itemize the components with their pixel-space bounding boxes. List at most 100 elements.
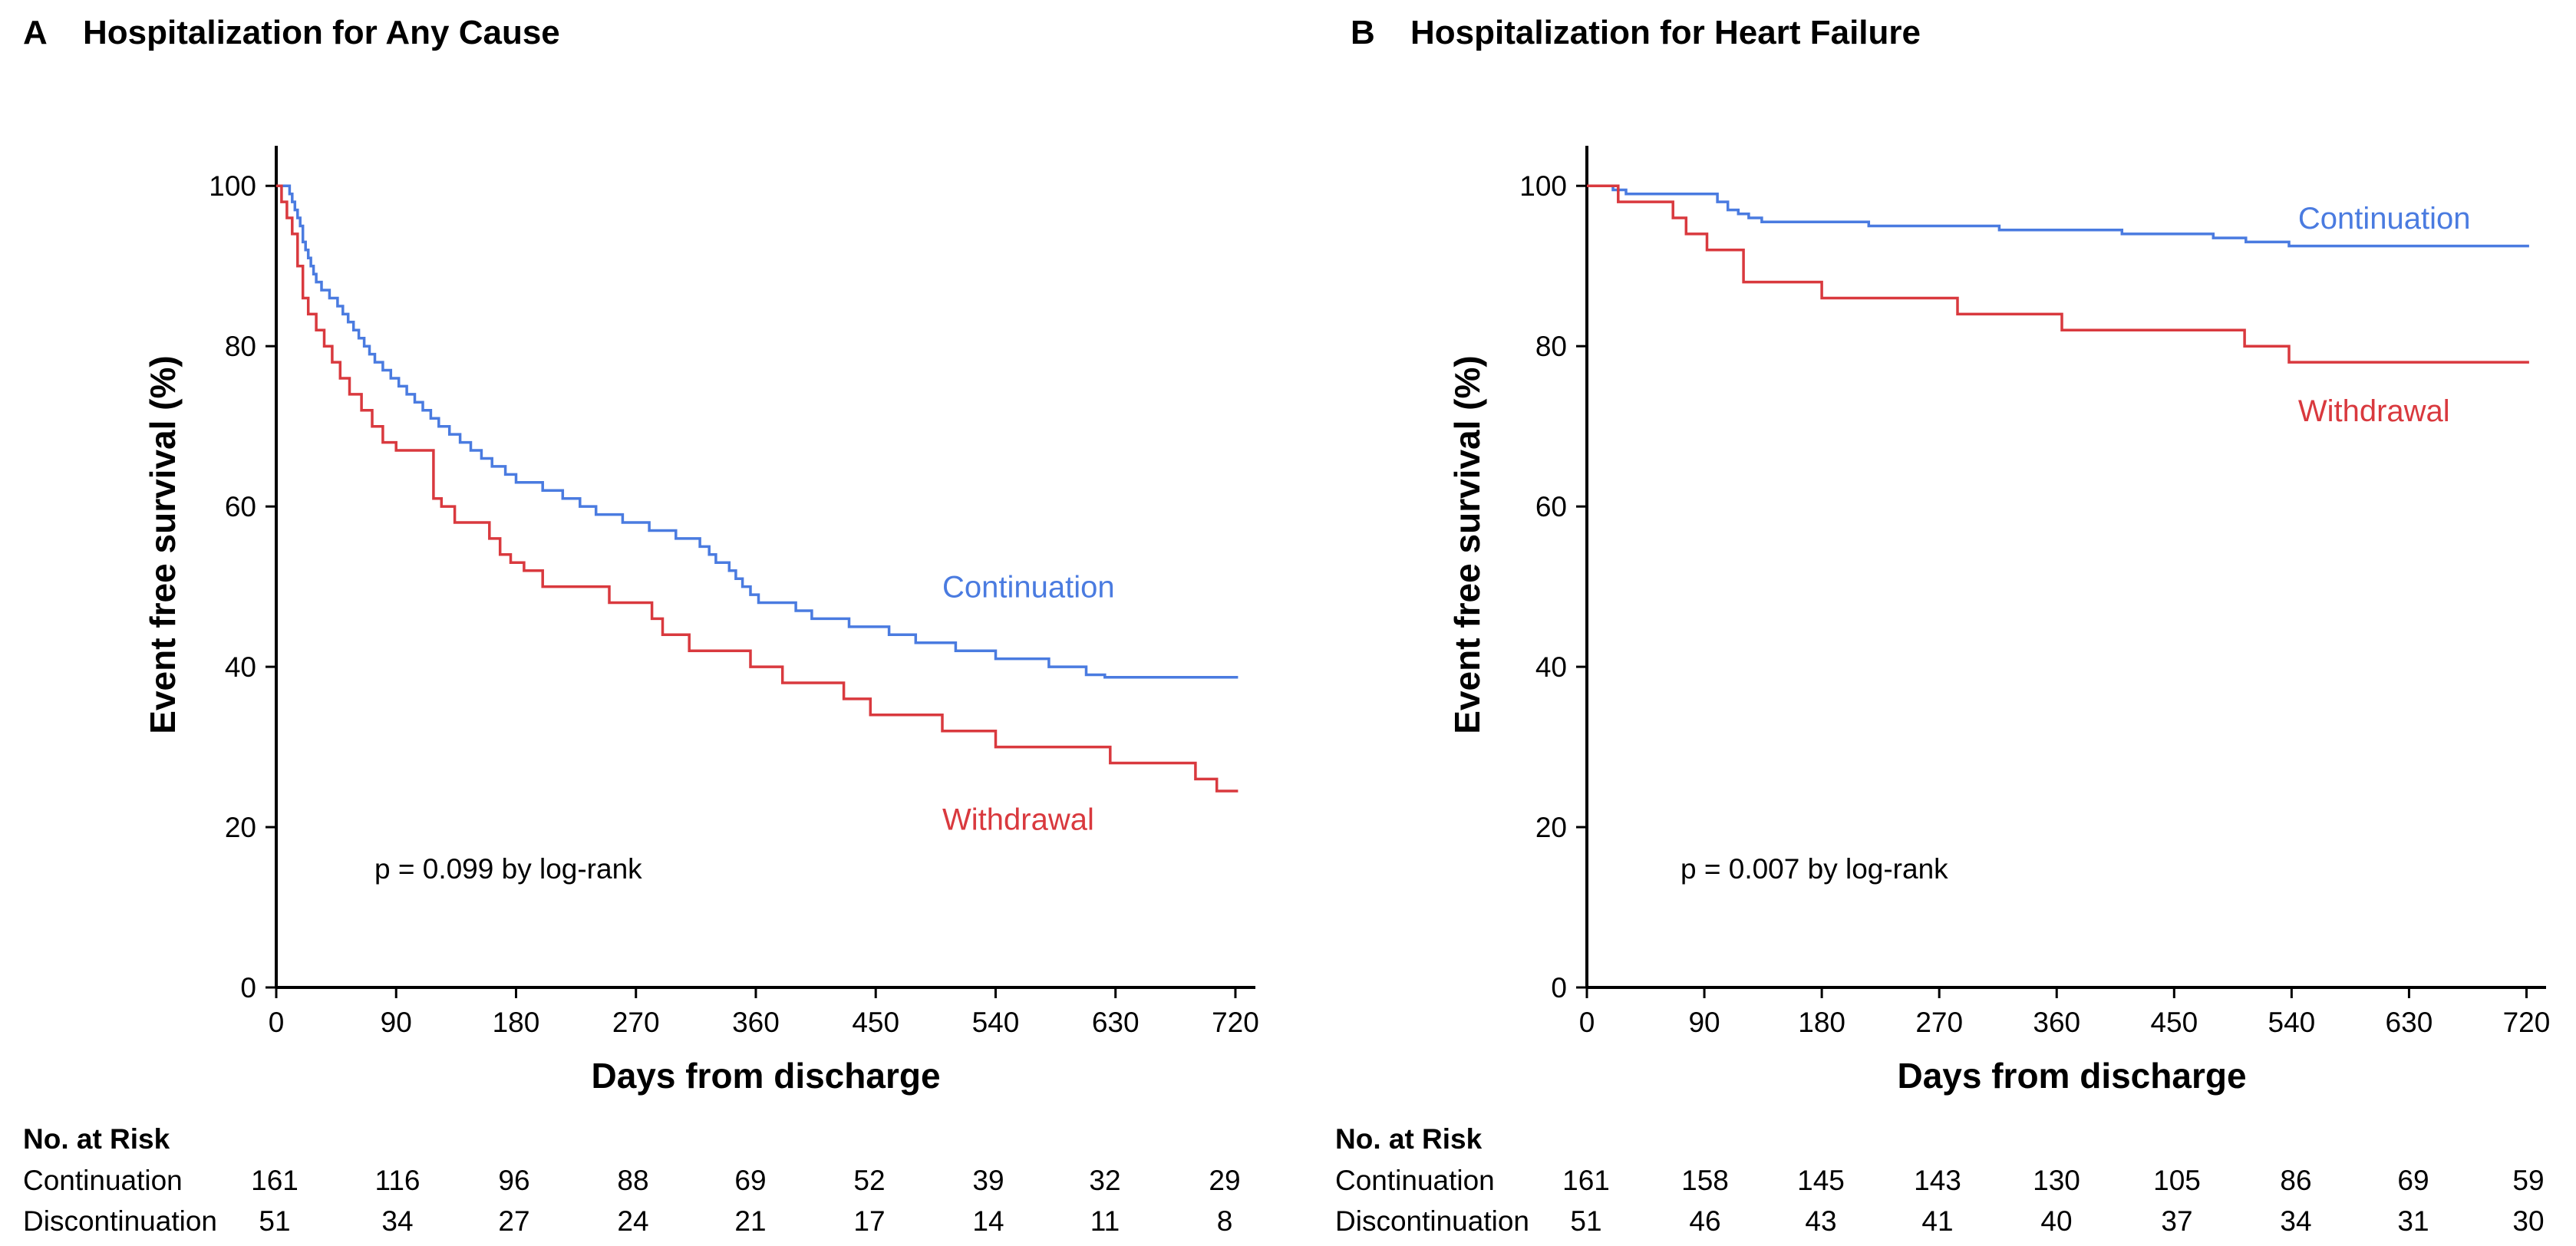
- p-value-annotation: p = 0.007 by log-rank: [1681, 853, 1948, 885]
- curves: [1587, 184, 2529, 364]
- risk-value: 96: [498, 1165, 529, 1196]
- x-tick-label: 450: [852, 1007, 899, 1038]
- risk-value: 51: [259, 1205, 290, 1237]
- y-tick-label: 20: [225, 812, 256, 843]
- y-tick-label: 60: [1535, 491, 1567, 522]
- x-axis-label: Days from discharge: [591, 1056, 940, 1096]
- x-tick-label: 360: [2033, 1007, 2080, 1038]
- x-tick-label: 90: [381, 1007, 412, 1038]
- risk-value: 69: [734, 1165, 766, 1196]
- panel-letter: A: [23, 14, 48, 51]
- risk-value: 11: [1090, 1205, 1120, 1237]
- series-labels: Continuation Withdrawal: [2298, 202, 2471, 428]
- risk-value: 29: [1209, 1165, 1240, 1196]
- x-axis-label: Days from discharge: [1897, 1056, 2246, 1096]
- axes: [275, 146, 1255, 989]
- y-tick-label: 40: [225, 651, 256, 683]
- risk-value: 21: [734, 1205, 766, 1237]
- p-value-annotation: p = 0.099 by log-rank: [374, 853, 642, 885]
- ticks: 0 90 180 270 360 450 540 630 720 0 20 40 60 80 100: [1519, 170, 2550, 1038]
- risk-value: 161: [1562, 1165, 1610, 1196]
- x-tick-label: 180: [1798, 1007, 1845, 1038]
- risk-value: 86: [2280, 1165, 2311, 1196]
- series-labels: Continuation Withdrawal: [942, 571, 1115, 837]
- series-label-withdrawal: Withdrawal: [942, 803, 1094, 837]
- x-tick-label: 0: [269, 1007, 285, 1038]
- risk-table-header: No. at Risk: [23, 1123, 170, 1155]
- series-label-continuation: Continuation: [942, 571, 1115, 605]
- ticks: 0 90 180 270 360 450 540 630 720 0 20 40 60 80 100: [209, 170, 1259, 1038]
- series-continuation-curve: [1587, 184, 2529, 248]
- risk-value: 40: [2040, 1205, 2072, 1237]
- risk-values: 161 158 145 143 130 105 86 69 59 51 46 43 41 40 37 34 31…: [1562, 1165, 2544, 1237]
- risk-value: 14: [972, 1205, 1004, 1237]
- y-tick-label: 40: [1535, 651, 1567, 683]
- risk-value: 52: [853, 1165, 885, 1196]
- y-tick-label: 0: [1551, 972, 1567, 1004]
- y-tick-label: 80: [1535, 331, 1567, 362]
- y-tick-label: 100: [209, 170, 256, 202]
- x-tick-label: 630: [1092, 1007, 1140, 1038]
- axes: [1585, 146, 2546, 989]
- risk-value: 143: [1914, 1165, 1961, 1196]
- x-tick-label: 720: [1212, 1007, 1259, 1038]
- y-axis-label: Event free survival (%): [1447, 355, 1487, 733]
- panel-b: B Hospitalization for Heart Failure Even…: [1335, 14, 2550, 1237]
- risk-value: 34: [381, 1205, 413, 1237]
- risk-row-label-discontinuation: Discontinuation: [23, 1205, 217, 1237]
- panel-a: A Hospitalization for Any Cause Event fr…: [23, 14, 1259, 1237]
- x-tick-label: 630: [2386, 1007, 2433, 1038]
- risk-value: 27: [498, 1205, 529, 1237]
- risk-value: 46: [1689, 1205, 1720, 1237]
- x-tick-label: 720: [2503, 1007, 2551, 1038]
- series-continuation-curve: [276, 184, 1239, 679]
- risk-row-label-continuation: Continuation: [23, 1165, 183, 1196]
- risk-value: 43: [1805, 1205, 1836, 1237]
- y-tick-label: 80: [225, 331, 256, 362]
- series-withdrawal-curve: [276, 184, 1239, 793]
- x-tick-label: 540: [972, 1007, 1020, 1038]
- x-tick-label: 540: [2268, 1007, 2316, 1038]
- risk-value: 88: [617, 1165, 648, 1196]
- risk-value: 158: [1681, 1165, 1729, 1196]
- risk-value: 39: [972, 1165, 1004, 1196]
- risk-value: 34: [2280, 1205, 2311, 1237]
- risk-value: 32: [1089, 1165, 1120, 1196]
- risk-value: 145: [1797, 1165, 1845, 1196]
- y-tick-label: 0: [240, 972, 256, 1004]
- x-tick-label: 270: [1915, 1007, 1963, 1038]
- risk-value: 31: [2397, 1205, 2429, 1237]
- y-tick-label: 60: [225, 491, 256, 522]
- y-tick-label: 20: [1535, 812, 1567, 843]
- series-withdrawal-curve: [1587, 184, 2529, 364]
- risk-row-label-continuation: Continuation: [1335, 1165, 1495, 1196]
- risk-value: 30: [2512, 1205, 2544, 1237]
- y-tick-label: 100: [1519, 170, 1567, 202]
- risk-value: 17: [853, 1205, 885, 1237]
- risk-row-label-discontinuation: Discontinuation: [1335, 1205, 1529, 1237]
- risk-value: 130: [2033, 1165, 2080, 1196]
- panel-title: Hospitalization for Any Cause: [83, 14, 560, 51]
- y-axis-label: Event free survival (%): [143, 355, 183, 733]
- risk-table-header: No. at Risk: [1335, 1123, 1483, 1155]
- panel-letter: B: [1351, 14, 1375, 51]
- risk-value: 8: [1217, 1205, 1233, 1237]
- risk-value: 41: [1921, 1205, 1953, 1237]
- series-label-withdrawal: Withdrawal: [2298, 394, 2450, 428]
- x-tick-label: 180: [493, 1007, 540, 1038]
- x-tick-label: 0: [1579, 1007, 1595, 1038]
- risk-value: 51: [1570, 1205, 1601, 1237]
- series-label-continuation: Continuation: [2298, 202, 2471, 236]
- risk-value: 24: [617, 1205, 648, 1237]
- risk-value: 116: [375, 1165, 421, 1196]
- curves: [276, 184, 1239, 793]
- x-tick-label: 90: [1688, 1007, 1720, 1038]
- risk-value: 161: [251, 1165, 298, 1196]
- risk-value: 37: [2161, 1205, 2192, 1237]
- risk-value: 105: [2153, 1165, 2201, 1196]
- x-tick-label: 450: [2150, 1007, 2198, 1038]
- risk-values: 161 116 96 88 69 52 39 32 29 51 34 27 24 21 17 14 11 8: [251, 1165, 1240, 1237]
- risk-value: 69: [2397, 1165, 2429, 1196]
- risk-value: 59: [2512, 1165, 2544, 1196]
